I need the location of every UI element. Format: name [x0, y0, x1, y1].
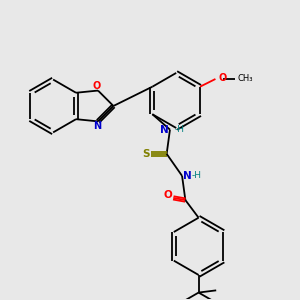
Text: S: S	[142, 149, 149, 159]
Text: O: O	[164, 190, 172, 200]
Text: N: N	[93, 121, 101, 131]
Text: O: O	[219, 73, 227, 83]
Text: N: N	[183, 171, 192, 181]
Text: -H: -H	[192, 171, 202, 180]
Text: -H: -H	[174, 124, 184, 134]
Text: N: N	[160, 124, 169, 135]
Text: O: O	[93, 81, 101, 91]
Text: CH₃: CH₃	[237, 74, 253, 83]
